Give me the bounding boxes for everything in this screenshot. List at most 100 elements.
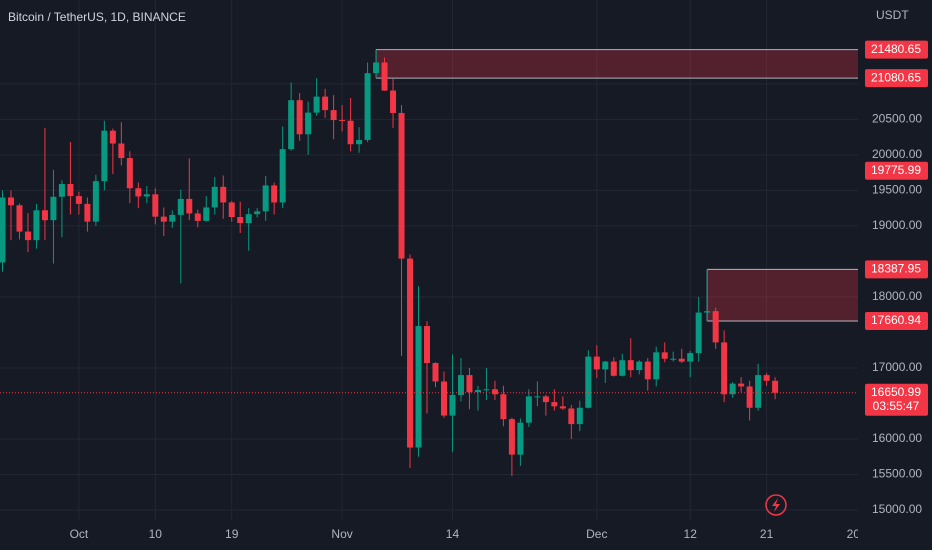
candle-body xyxy=(729,383,736,395)
y-tick-label: 20500.00 xyxy=(872,112,922,126)
price-tag-label: 16650.99 xyxy=(871,385,921,399)
candle-body xyxy=(330,110,337,121)
y-tick-label: 15500.00 xyxy=(872,467,922,481)
candle-body xyxy=(440,381,447,416)
x-tick-label: 21 xyxy=(760,527,774,541)
zone xyxy=(376,49,858,79)
candle-body xyxy=(568,408,575,425)
candle-body xyxy=(237,217,244,224)
candle-body xyxy=(118,143,125,159)
candle-body xyxy=(211,186,218,208)
candle-body xyxy=(678,358,685,362)
candle-body xyxy=(364,73,371,140)
candle-body xyxy=(177,198,184,215)
candle-body xyxy=(585,356,592,408)
candle-body xyxy=(576,407,583,425)
price-tag-label: 17660.94 xyxy=(871,313,921,327)
candle-body xyxy=(746,386,753,408)
candle-body xyxy=(644,361,651,380)
price-tag xyxy=(865,40,928,59)
candle-body xyxy=(398,112,405,259)
candle-body xyxy=(228,202,235,218)
candle-body xyxy=(347,120,354,145)
candle-body xyxy=(687,353,694,362)
candle-body xyxy=(288,100,295,150)
candle-body xyxy=(143,194,150,197)
price-tag xyxy=(865,161,928,180)
candle-body xyxy=(695,312,702,354)
y-tick-label: 19500.00 xyxy=(872,183,922,197)
candle-body xyxy=(610,361,617,376)
price-tag xyxy=(865,260,928,279)
candle-body xyxy=(704,311,711,313)
candle-body xyxy=(279,149,286,203)
candle-body xyxy=(627,360,634,371)
candle-body xyxy=(636,361,643,371)
candle-layer xyxy=(0,49,858,476)
candle-body xyxy=(33,210,40,241)
candle-body xyxy=(670,358,677,360)
candle-body xyxy=(755,375,762,408)
candle-body xyxy=(738,383,745,387)
y-tick-label: 15000.00 xyxy=(872,502,922,516)
candle-body xyxy=(313,96,320,113)
candle-body xyxy=(92,181,99,222)
y-tick-label: 20000.00 xyxy=(872,147,922,161)
candle-body xyxy=(7,197,14,206)
candle-body xyxy=(194,213,201,221)
candle-body xyxy=(390,90,397,113)
candle-body xyxy=(322,96,329,111)
candle-body xyxy=(50,196,57,221)
candle-body xyxy=(0,197,6,263)
candle-body xyxy=(186,198,193,214)
y-tick-label: 17000.00 xyxy=(872,360,922,374)
candle-body xyxy=(101,130,108,182)
candle-body xyxy=(152,194,159,217)
price-tag-label: 21480.65 xyxy=(871,42,921,56)
candle-body xyxy=(432,363,439,382)
y-tick-label: 16000.00 xyxy=(872,431,922,445)
candle-body xyxy=(24,231,31,241)
price-tag xyxy=(865,312,928,331)
candle-body xyxy=(262,185,269,212)
candle-body xyxy=(160,216,167,222)
candle-body xyxy=(271,185,278,203)
candle-body xyxy=(491,389,498,395)
price-tag xyxy=(865,383,928,416)
candle-body xyxy=(721,342,728,395)
x-tick-label: 12 xyxy=(684,527,698,541)
candle-body xyxy=(593,356,600,370)
candle-body xyxy=(381,62,388,91)
countdown-label: 03:55:47 xyxy=(873,399,920,413)
candle-body xyxy=(407,258,414,448)
candle-body xyxy=(67,183,74,197)
candle-body xyxy=(305,112,312,135)
candle-body xyxy=(254,211,261,215)
price-tag-label: 19775.99 xyxy=(871,163,921,177)
candle-body xyxy=(245,214,252,224)
candle-body xyxy=(84,203,91,222)
candle-body xyxy=(772,380,779,393)
candle-body xyxy=(500,394,507,420)
candle-body xyxy=(339,120,346,122)
lightning-icon[interactable] xyxy=(765,494,787,516)
candle-body xyxy=(220,186,227,203)
candle-body xyxy=(169,214,176,222)
candle-body xyxy=(517,422,524,455)
x-tick-label: 10 xyxy=(149,527,163,541)
time-axis: Oct1019Nov14Dec12212023 xyxy=(70,527,874,541)
candle-body xyxy=(619,360,626,376)
candle-body xyxy=(525,396,532,423)
candle-body xyxy=(135,188,142,197)
candle-body xyxy=(483,389,490,391)
candle-body xyxy=(41,210,48,221)
candle-body xyxy=(551,402,558,407)
zone xyxy=(707,269,858,322)
candle-body xyxy=(661,352,668,359)
grid-layer xyxy=(0,0,858,520)
candle-body xyxy=(457,375,464,395)
candle-body xyxy=(542,396,549,403)
x-tick-label: 19 xyxy=(225,527,239,541)
candle-body xyxy=(474,390,481,393)
